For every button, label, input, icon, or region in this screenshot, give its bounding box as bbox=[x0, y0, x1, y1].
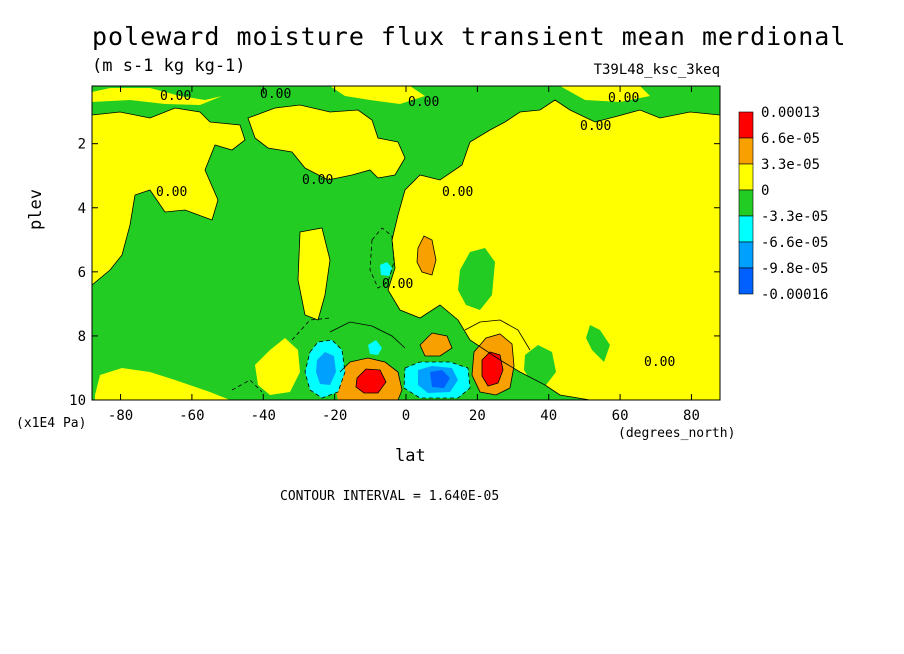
contour-line bbox=[416, 235, 437, 276]
y-tick-label: 10 bbox=[69, 393, 86, 409]
x-tick-label: -60 bbox=[179, 408, 204, 424]
contour-line bbox=[471, 333, 515, 396]
contour-line bbox=[247, 104, 406, 181]
contour-line bbox=[355, 368, 387, 394]
colorbar-label: 3.3e-05 bbox=[761, 157, 820, 173]
colorbar-swatch bbox=[738, 267, 754, 295]
filled-region-green bbox=[586, 325, 610, 362]
y-tick-label: 4 bbox=[78, 201, 86, 217]
contour-line bbox=[297, 227, 331, 321]
filled-region-yellow bbox=[95, 368, 230, 400]
contour-label: 0.00 bbox=[408, 95, 439, 110]
negative-contour-line bbox=[231, 379, 263, 393]
contour-line bbox=[92, 107, 246, 286]
filled-region-light_blue bbox=[316, 352, 336, 385]
filled-region-yellow bbox=[92, 108, 245, 285]
y-tick-label: 2 bbox=[78, 137, 86, 153]
colorbar-swatch bbox=[738, 137, 754, 165]
y-axis-label: plev bbox=[26, 189, 46, 230]
contour-label: 0.00 bbox=[442, 185, 473, 200]
x-tick-label: 80 bbox=[683, 408, 700, 424]
contour-label: 0.00 bbox=[382, 277, 413, 292]
contour-label: 0.00 bbox=[580, 119, 611, 134]
x-tick-label: -40 bbox=[251, 408, 276, 424]
negative-contour-line bbox=[403, 361, 471, 399]
contour-label: 0.00 bbox=[156, 185, 187, 200]
filled-region-cyan bbox=[380, 262, 392, 276]
filled-region-yellow bbox=[330, 86, 425, 104]
colorbar-label: 6.6e-05 bbox=[761, 131, 820, 147]
filled-region-yellow bbox=[248, 105, 405, 180]
filled-region-green bbox=[524, 345, 556, 385]
x-axis-units: (degrees_north) bbox=[618, 426, 736, 441]
y-axis-units: (x1E4 Pa) bbox=[16, 416, 87, 431]
contour-line bbox=[329, 321, 406, 349]
experiment-label: T39L48_ksc_3keq bbox=[593, 62, 720, 78]
negative-contour-line bbox=[304, 339, 346, 399]
contour-interval: CONTOUR INTERVAL = 1.640E-05 bbox=[280, 489, 500, 504]
x-tick-label: 0 bbox=[402, 408, 410, 424]
colorbar-label: -6.6e-05 bbox=[761, 235, 828, 251]
filled-region-cyan bbox=[368, 340, 382, 355]
y-tick-label: 8 bbox=[78, 329, 86, 345]
contour-line bbox=[464, 319, 531, 351]
filled-region-orange bbox=[420, 333, 452, 356]
contour-label: 0.00 bbox=[644, 355, 675, 370]
negative-contour-line bbox=[291, 317, 331, 341]
filled-region-green bbox=[458, 248, 495, 310]
chart-units: (m s-1 kg kg-1) bbox=[92, 56, 246, 76]
colorbar-swatch bbox=[738, 189, 754, 217]
colorbar-label: -9.8e-05 bbox=[761, 261, 828, 277]
x-tick-label: -20 bbox=[322, 408, 347, 424]
x-tick-label: 60 bbox=[612, 408, 629, 424]
filled-region-orange bbox=[417, 236, 436, 275]
contour-label: 0.00 bbox=[260, 87, 291, 102]
x-tick-label: 20 bbox=[469, 408, 486, 424]
contour-line bbox=[481, 351, 504, 387]
contour-label: 0.00 bbox=[160, 89, 191, 104]
filled-region-yellow bbox=[560, 86, 650, 102]
contour-line bbox=[387, 99, 720, 400]
colorbar-label: 0.00013 bbox=[761, 105, 820, 121]
x-tick-label: -80 bbox=[108, 408, 133, 424]
filled-region-yellow bbox=[600, 290, 720, 400]
chart-title: poleward moisture flux transient mean me… bbox=[92, 22, 847, 51]
colorbar-label: 0 bbox=[761, 183, 769, 199]
negative-contour-line bbox=[369, 227, 395, 289]
contour-line bbox=[339, 357, 403, 400]
colorbar-swatch bbox=[738, 111, 754, 139]
x-tick-label: 40 bbox=[540, 408, 557, 424]
filled-region-red bbox=[356, 369, 386, 393]
filled-region-blue bbox=[430, 370, 450, 388]
contour-label: 0.00 bbox=[302, 173, 333, 188]
colorbar-swatch bbox=[738, 163, 754, 191]
colorbar-label: -0.00016 bbox=[761, 287, 828, 303]
contour-line bbox=[419, 332, 453, 357]
filled-region-yellow bbox=[255, 338, 300, 395]
colorbar-swatch bbox=[738, 215, 754, 243]
filled-region-yellow bbox=[298, 228, 330, 320]
colorbar-swatch bbox=[738, 241, 754, 269]
y-tick-label: 6 bbox=[78, 265, 86, 281]
filled-region-red bbox=[482, 352, 503, 386]
contour-label: 0.00 bbox=[608, 91, 639, 106]
colorbar-label: -3.3e-05 bbox=[761, 209, 828, 225]
x-axis-label: lat bbox=[395, 446, 426, 466]
filled-region-yellow bbox=[92, 88, 222, 105]
